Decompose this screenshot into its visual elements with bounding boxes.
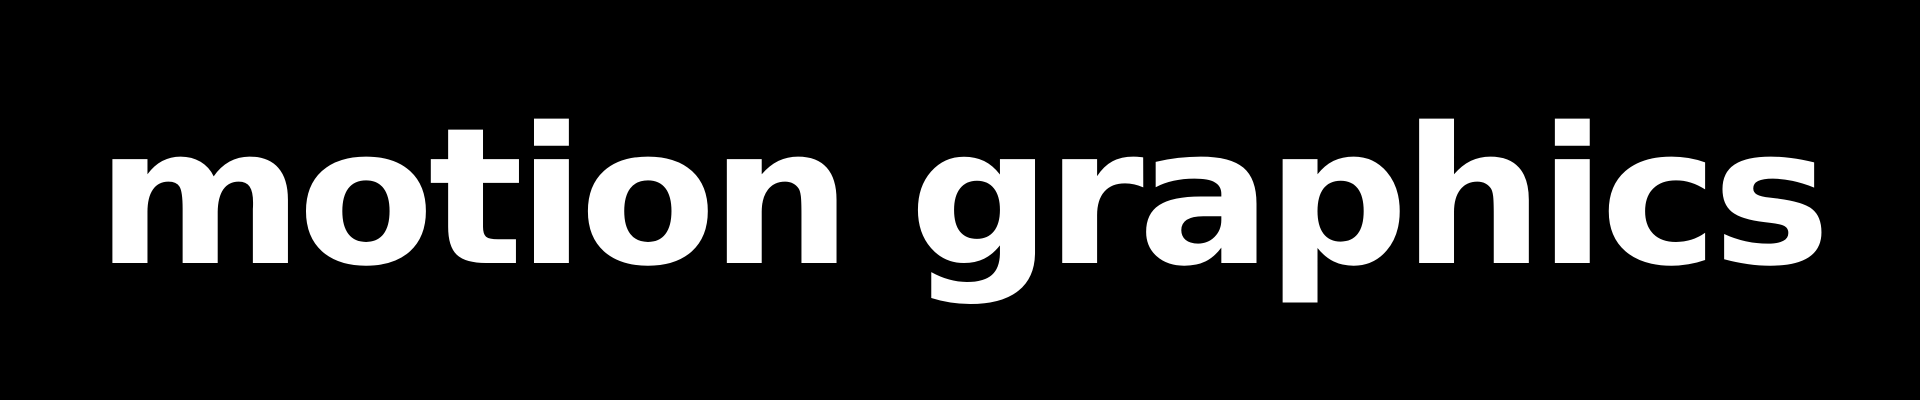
banner-title: motion graphics <box>95 87 1831 308</box>
